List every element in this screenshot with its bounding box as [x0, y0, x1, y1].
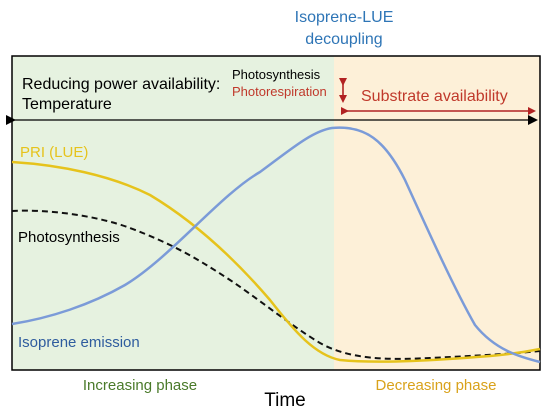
- pri-curve: [11, 160, 541, 363]
- decreasing-phase-label: Decreasing phase: [376, 377, 497, 394]
- photosynthesis-label: Photosynthesis: [18, 229, 120, 246]
- drivers-line-2: Temperature: [22, 96, 112, 113]
- isoprene-emission-label: Isoprene emission: [18, 334, 140, 351]
- plot-frame: [11, 55, 541, 371]
- isoprene-curve: [11, 126, 541, 364]
- header-line-1: Isoprene-LUE: [295, 9, 394, 26]
- photorespiration-small-label: Photorespiration: [232, 84, 327, 99]
- x-axis-title: Time: [264, 390, 306, 411]
- pri-label: PRI (LUE): [20, 144, 88, 161]
- photosynthesis-small-label: Photosynthesis: [232, 67, 321, 82]
- increasing-phase-label: Increasing phase: [83, 377, 197, 394]
- header-line-2: decoupling: [305, 31, 382, 48]
- drivers-line-1: Reducing power availability:: [22, 76, 220, 93]
- substrate-availability-label: Substrate availability: [361, 88, 508, 105]
